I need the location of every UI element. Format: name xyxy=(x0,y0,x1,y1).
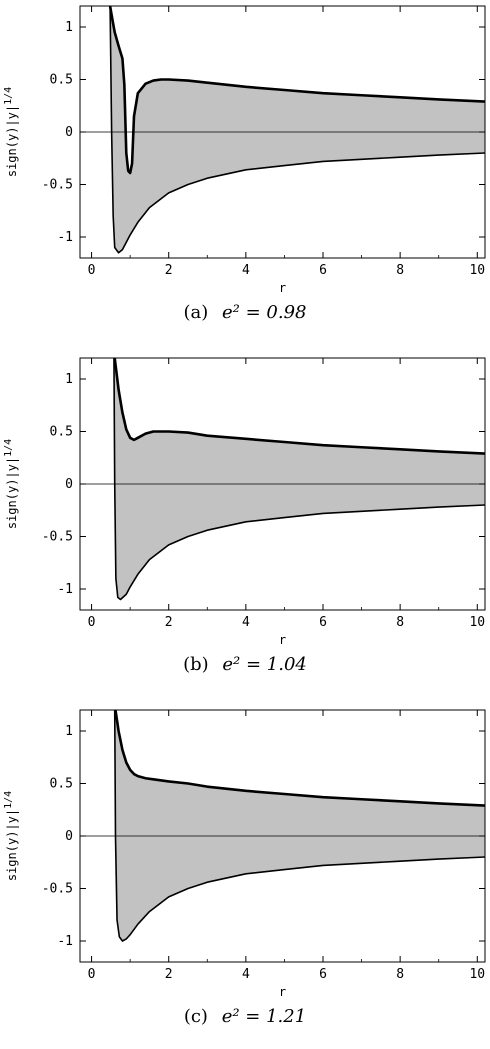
y-axis-label-base: sign(y)|y| xyxy=(5,457,19,529)
y-tick-label: -1 xyxy=(57,582,73,597)
y-axis-label-exponent: 1/4 xyxy=(3,87,14,105)
y-tick-label: -1 xyxy=(57,934,73,949)
x-tick-label: 4 xyxy=(242,263,250,278)
x-tick-label: 8 xyxy=(396,263,404,278)
y-tick-label: -0.5 xyxy=(42,530,73,545)
x-tick-label: 8 xyxy=(396,615,404,630)
x-tick-label: 6 xyxy=(319,615,327,630)
caption-c-tag: (c) xyxy=(183,1006,208,1027)
chart-panel-c: 0 2 4 6 8 10 1 0.5 0 -0.5 -1 r sign(y)|y|1/4 (c) e² … xyxy=(0,704,490,1049)
lower-curve xyxy=(113,358,485,601)
y-axis-label-base: sign(y)|y| xyxy=(5,105,19,177)
y-tick-label: 0 xyxy=(65,477,73,492)
shaded-region xyxy=(114,710,485,941)
x-tick-label: 2 xyxy=(165,615,173,630)
shaded-region xyxy=(113,358,485,600)
chart-a: 0 2 4 6 8 10 1 0.5 0 -0.5 -1 r sign(y)|y|1/4 xyxy=(3,5,486,295)
lower-curve xyxy=(113,710,485,942)
caption-b-equation: e² = 1.04 xyxy=(222,654,307,675)
x-tick-label: 0 xyxy=(88,615,96,630)
caption-c-equation: e² = 1.21 xyxy=(221,1006,307,1027)
x-tick-label: 0 xyxy=(88,263,96,278)
caption-a-tag: (a) xyxy=(183,302,209,323)
x-tick-label: 6 xyxy=(319,967,327,982)
upper-curve xyxy=(114,710,485,807)
y-axis-label: sign(y)|y|1/4 xyxy=(3,791,19,881)
x-tick-label: 4 xyxy=(242,615,250,630)
y-axis-label: sign(y)|y|1/4 xyxy=(3,439,19,529)
x-tick-label: 2 xyxy=(165,263,173,278)
y-tick-label: 1 xyxy=(65,724,73,739)
y-axis-label-exponent: 1/4 xyxy=(3,439,14,457)
upper-curve xyxy=(108,6,485,175)
x-tick-label: 10 xyxy=(469,615,485,630)
lower-curve xyxy=(109,6,485,254)
x-tick-label: 10 xyxy=(469,967,485,982)
y-axis-label-exponent: 1/4 xyxy=(3,791,14,809)
y-axis-label-base: sign(y)|y| xyxy=(5,809,19,881)
y-tick-label: 0.5 xyxy=(50,425,73,440)
y-tick-label: 0 xyxy=(65,125,73,140)
plot-area xyxy=(80,6,485,254)
y-tick-label: 1 xyxy=(65,372,73,387)
y-tick-label: 0 xyxy=(65,829,73,844)
chart-c: 0 2 4 6 8 10 1 0.5 0 -0.5 -1 r sign(y)|y|1/4 xyxy=(3,709,486,999)
x-axis-label: r xyxy=(279,633,286,647)
x-tick-label: 10 xyxy=(469,263,485,278)
y-axis-label: sign(y)|y|1/4 xyxy=(3,87,19,177)
chart-panel-b: 0 2 4 6 8 10 1 0.5 0 -0.5 -1 r sign(y)|y|1/4 (b) e² … xyxy=(0,352,490,697)
caption-a-equation: e² = 0.98 xyxy=(222,302,307,323)
caption-a: (a) e² = 0.98 xyxy=(0,302,490,323)
upper-curve xyxy=(113,358,485,455)
caption-b-tag: (b) xyxy=(183,654,209,675)
y-tick-label: 1 xyxy=(65,20,73,35)
plot-area xyxy=(80,710,485,942)
y-tick-label: 0.5 xyxy=(50,73,73,88)
x-tick-label: 4 xyxy=(242,967,250,982)
y-tick-label: -1 xyxy=(57,230,73,245)
y-tick-label: 0.5 xyxy=(50,777,73,792)
y-tick-label: -0.5 xyxy=(42,882,73,897)
x-axis-label: r xyxy=(279,281,286,295)
x-tick-label: 8 xyxy=(396,967,404,982)
chart-b: 0 2 4 6 8 10 1 0.5 0 -0.5 -1 r sign(y)|y|1/4 xyxy=(3,357,486,647)
x-tick-label: 2 xyxy=(165,967,173,982)
y-tick-label: -0.5 xyxy=(42,178,73,193)
plot-area xyxy=(80,358,485,601)
chart-panel-a: 0 2 4 6 8 10 1 0.5 0 -0.5 -1 r sign(y)|y|1/4 (a) e² … xyxy=(0,0,490,345)
caption-c: (c) e² = 1.21 xyxy=(0,1006,490,1027)
x-tick-label: 0 xyxy=(88,967,96,982)
caption-b: (b) e² = 1.04 xyxy=(0,654,490,675)
shaded-region xyxy=(110,6,485,253)
x-axis-label: r xyxy=(279,985,286,999)
x-tick-label: 6 xyxy=(319,263,327,278)
